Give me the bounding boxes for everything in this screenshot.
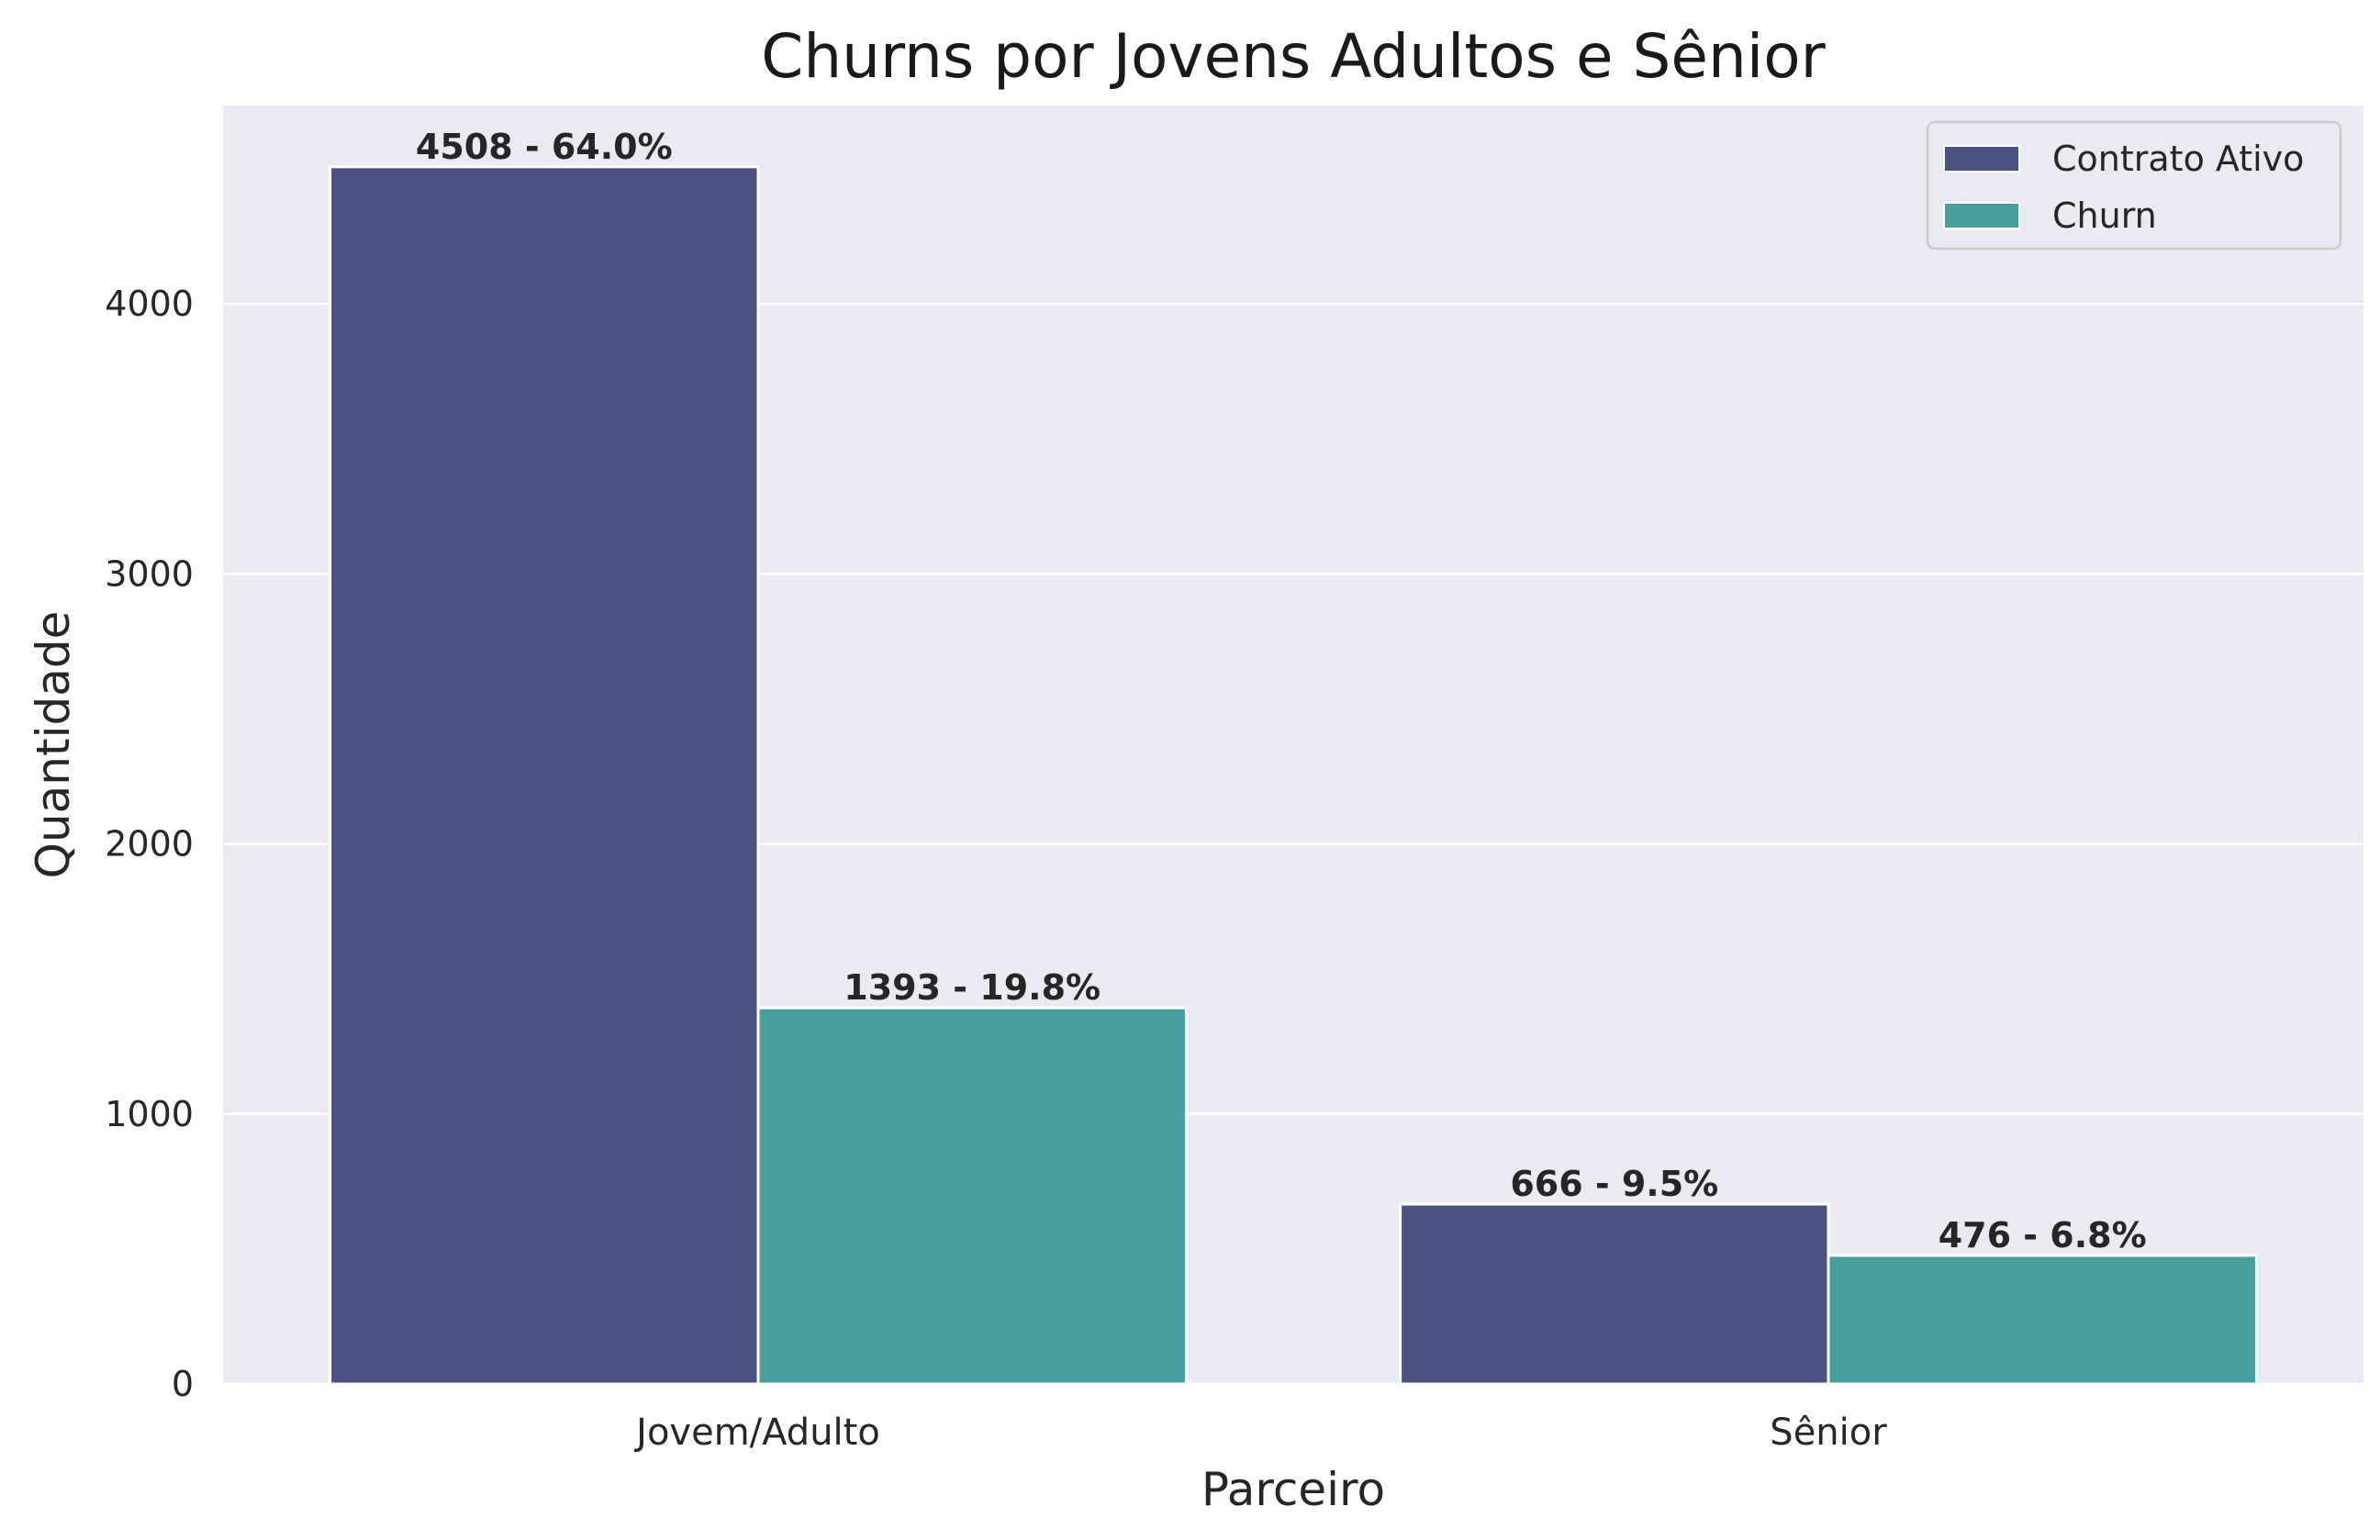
- y-tick-label: 2000: [105, 824, 194, 865]
- legend: Contrato Ativo Churn: [1927, 122, 2341, 249]
- y-tick-label: 1000: [105, 1094, 194, 1134]
- x-tick-label: Sênior: [1770, 1412, 1887, 1454]
- bar-value-label: 1393 - 19.8%: [844, 967, 1101, 1008]
- bar-value-label: 666 - 9.5%: [1510, 1164, 1718, 1204]
- legend-swatch: [1944, 146, 2019, 172]
- bar-value-label: 476 - 6.8%: [1939, 1215, 2147, 1255]
- bar-churn: [1828, 1255, 2256, 1384]
- y-axis-label: Quantidade: [27, 611, 80, 879]
- legend-swatch: [1944, 203, 2019, 229]
- x-axis-label: Parceiro: [1201, 1463, 1385, 1516]
- chart-title: Churns por Jovens Adultos e Sênior: [761, 21, 1826, 92]
- bar-churn: [758, 1008, 1186, 1384]
- legend-label: Contrato Ativo: [2052, 139, 2304, 179]
- y-tick-label: 3000: [105, 553, 194, 594]
- bar-contrato-ativo: [330, 167, 758, 1384]
- bar-contrato-ativo: [1401, 1204, 1828, 1384]
- x-tick-label: Jovem/Adulto: [633, 1412, 880, 1454]
- y-tick-label: 4000: [105, 284, 194, 324]
- y-tick-label: 0: [172, 1364, 194, 1404]
- bar-value-label: 4508 - 64.0%: [416, 127, 673, 167]
- legend-label: Churn: [2052, 195, 2157, 236]
